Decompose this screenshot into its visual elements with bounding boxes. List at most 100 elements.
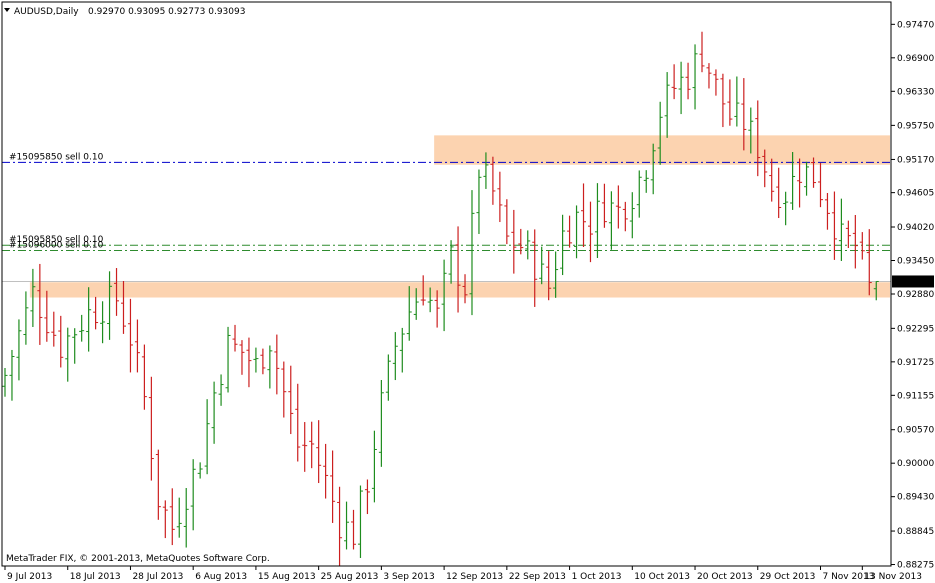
y-tick-label: 0.90570 (897, 426, 934, 436)
ohlc-bar (622, 201, 628, 232)
order-line-label: #15095850 sell 0.10 (9, 235, 104, 245)
ohlc-bar (511, 209, 517, 274)
ohlc-bar (608, 191, 614, 250)
y-tick-label: 0.88845 (897, 527, 934, 537)
ohlc-bar (587, 201, 593, 263)
ohlc-bar (783, 191, 789, 226)
ohlc-bar (859, 232, 865, 260)
ohlc-bar (762, 149, 768, 188)
ohlc-bar (553, 251, 559, 298)
ohlc-bar (51, 311, 57, 347)
header-symbol-timeframe: AUDUSD,Daily (14, 7, 79, 17)
ohlc-bar (190, 459, 196, 531)
x-tick-label: 18 Jul 2013 (70, 572, 121, 582)
y-tick-label: 0.89430 (897, 493, 934, 503)
ohlc-bar (866, 229, 872, 296)
y-tick-label: 0.96900 (897, 54, 934, 64)
y-tick-label: 0.92880 (897, 290, 934, 300)
ohlc-bar (518, 228, 524, 255)
chart-menu-icon[interactable] (4, 8, 10, 12)
ohlc-bar (44, 290, 50, 342)
copyright-text: MetaTrader FIX, © 2001-2013, MetaQuotes … (6, 554, 270, 564)
ohlc-bar (30, 268, 36, 327)
ohlc-bar (734, 76, 740, 127)
header: AUDUSD,Daily 0.92970 0.93095 0.92773 0.9… (4, 7, 245, 17)
y-tick-label: 0.95750 (897, 121, 934, 131)
ohlc-bar (713, 69, 719, 96)
ohlc-bar (337, 486, 343, 566)
ohlc-bar (448, 240, 454, 284)
ohlc-bar (351, 509, 356, 550)
bars-layer (2, 31, 879, 566)
ohlc-bar (601, 183, 607, 228)
x-tick-label: 20 Oct 2013 (697, 572, 753, 582)
ohlc-bar (629, 192, 635, 239)
ohlc-bar (504, 199, 510, 245)
ohlc-bar (699, 31, 705, 73)
ohlc-bar (72, 328, 78, 364)
y-tick-label: 0.90000 (897, 459, 934, 469)
zones-layer (29, 135, 890, 298)
ohlc-bar (490, 156, 496, 205)
ohlc-bar (2, 367, 8, 397)
ohlc-bar (790, 152, 796, 210)
ohlc-bar (16, 319, 22, 381)
x-tick-label: 7 Nov 2013 (822, 572, 874, 582)
ohlc-bar (574, 205, 580, 259)
ohlc-bar (176, 497, 182, 538)
ohlc-bar (58, 315, 64, 368)
supply-demand-zone (29, 282, 890, 298)
ohlc-bar (274, 334, 280, 395)
ohlc-bar (23, 291, 29, 345)
ohlc-bar (107, 271, 113, 340)
ohlc-bar (420, 275, 426, 306)
ohlc-bar (211, 381, 217, 444)
ohlc-bar (755, 100, 761, 177)
y-tick-label: 0.91725 (897, 358, 934, 368)
ohlc-bar (378, 380, 384, 467)
ohlc-bar (65, 327, 71, 382)
y-tick-label: 0.91155 (897, 391, 934, 401)
ohlc-bar (748, 107, 754, 154)
ohlc-bar (302, 422, 308, 472)
ohlc-bar (288, 365, 294, 435)
ohlc-bar (323, 443, 329, 499)
ohlc-bar (406, 286, 412, 341)
ohlc-bar (9, 349, 15, 401)
x-tick-label: 28 Jul 2013 (132, 572, 183, 582)
ohlc-bar (811, 157, 817, 188)
ohlc-bar (371, 430, 377, 503)
ohlc-bar (539, 246, 545, 285)
ohlc-bar (197, 462, 203, 479)
ohlc-bar (831, 191, 837, 260)
ohlc-bar (93, 296, 99, 330)
ohlc-bar (232, 324, 238, 352)
y-tick-label: 0.93450 (897, 257, 934, 267)
order-lines-layer: #15095850 sell 0.10#15095850 sell 0.10#1… (2, 152, 891, 282)
ohlc-bar (720, 73, 726, 128)
ohlc-bar (127, 298, 133, 373)
y-tick-label: 0.88275 (897, 561, 934, 571)
x-tick-label: 15 Aug 2013 (258, 572, 316, 582)
ohlc-bar (155, 449, 161, 520)
ohlc-bar (399, 327, 405, 373)
ohlc-bar (295, 383, 301, 462)
ohlc-bar (664, 72, 670, 138)
ohlc-bar (441, 259, 447, 332)
ohlc-bar (567, 215, 573, 248)
x-tick-label: 1 Oct 2013 (572, 572, 622, 582)
ohlc-bar (671, 64, 677, 100)
ohlc-bar (685, 62, 691, 100)
ohlc-bar (643, 170, 649, 193)
ohlc-bar (316, 420, 322, 484)
x-tick-label: 25 Aug 2013 (321, 572, 379, 582)
ohlc-bar (281, 361, 287, 418)
ohlc-bar (330, 450, 336, 523)
ohlc-bar (650, 143, 656, 195)
ohlc-bar (615, 185, 621, 229)
y-tick-label: 0.95170 (897, 155, 934, 165)
ohlc-bar (817, 162, 823, 208)
ohlc-bar (797, 158, 803, 208)
